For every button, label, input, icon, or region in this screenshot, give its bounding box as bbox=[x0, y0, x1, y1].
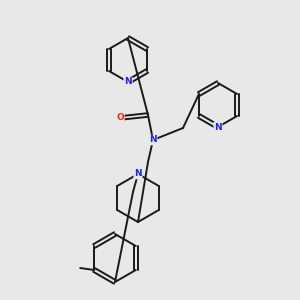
Text: O: O bbox=[116, 113, 124, 122]
Text: N: N bbox=[214, 122, 222, 131]
Text: N: N bbox=[124, 77, 132, 86]
Text: N: N bbox=[149, 136, 157, 145]
Text: N: N bbox=[134, 169, 142, 178]
